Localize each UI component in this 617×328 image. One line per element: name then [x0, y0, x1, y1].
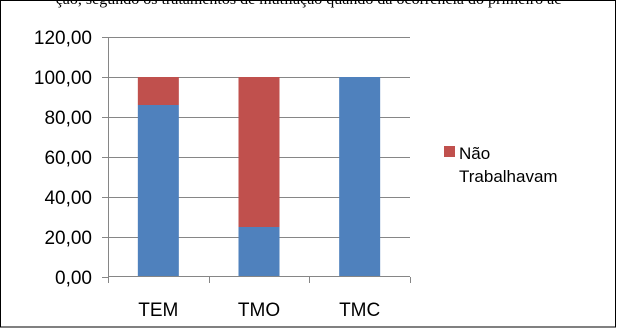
- bar-tmo-series-2: [238, 77, 280, 227]
- x-axis-labels: TEM TMO TMC: [108, 277, 411, 321]
- legend-label-line: Não: [459, 144, 490, 163]
- y-tick-label: 0,00: [55, 268, 92, 289]
- gridlines: [108, 37, 410, 238]
- y-tick-label: 40,00: [44, 188, 92, 209]
- legend-label-line: Trabalhavam: [459, 167, 558, 186]
- bar-tmo-series-1: [238, 227, 280, 277]
- legend-swatch: [444, 146, 455, 157]
- y-tick-label: 100,00: [34, 68, 92, 89]
- bar-tmc-series-1: [339, 77, 381, 277]
- y-tick-label: 80,00: [44, 108, 92, 129]
- x-tick-label: TEM: [138, 300, 178, 321]
- y-tick-label: 20,00: [44, 228, 92, 249]
- y-tick-label: 60,00: [44, 148, 92, 169]
- bars: [137, 77, 381, 277]
- y-tick-label: 120,00: [34, 28, 92, 49]
- legend: Não Trabalhavam: [444, 144, 558, 186]
- x-tick-label: TMC: [339, 300, 380, 321]
- bar-tem-series-2: [137, 77, 179, 105]
- chart-caption: ção, segundo os tratamentos de mutilação…: [0, 0, 617, 9]
- bar-tem-series-1: [137, 105, 179, 277]
- x-tick-label: TMO: [238, 300, 280, 321]
- y-axis-ticks: 0,00 20,00 40,00 60,00 80,00 100,00 120,00: [34, 28, 108, 289]
